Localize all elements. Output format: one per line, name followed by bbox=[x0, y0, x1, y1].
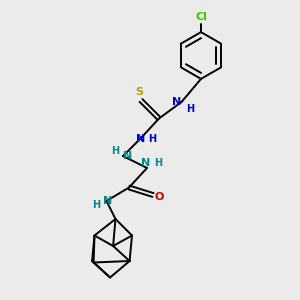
Text: H: H bbox=[186, 104, 195, 115]
Text: H: H bbox=[148, 134, 157, 145]
Text: H: H bbox=[92, 200, 100, 210]
Text: N: N bbox=[172, 97, 182, 107]
Text: Cl: Cl bbox=[195, 11, 207, 22]
Text: S: S bbox=[136, 87, 143, 97]
Text: N: N bbox=[141, 158, 150, 169]
Text: H: H bbox=[154, 158, 163, 169]
Text: N: N bbox=[136, 134, 146, 145]
Text: H: H bbox=[111, 146, 120, 157]
Text: N: N bbox=[103, 196, 112, 206]
Text: O: O bbox=[155, 191, 164, 202]
Text: N: N bbox=[123, 151, 132, 161]
